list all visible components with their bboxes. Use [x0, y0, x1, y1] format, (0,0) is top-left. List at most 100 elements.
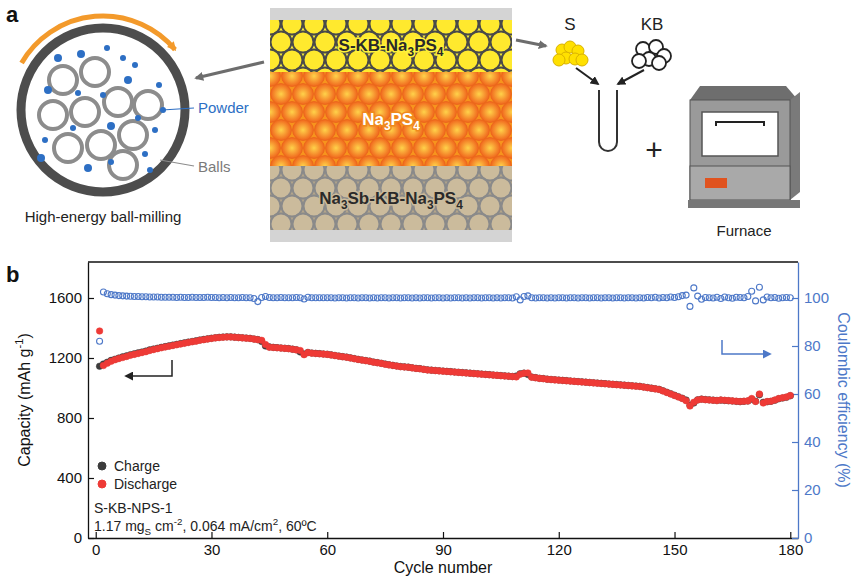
tick-label: 60 [319, 541, 336, 558]
figure: aPowderBallsHigh-energy ball-millingS-KB… [0, 0, 859, 578]
tick-label: 0 [74, 529, 82, 546]
powder-particle [124, 76, 132, 84]
tick: 180 [778, 532, 803, 558]
tick: 0 [92, 532, 100, 558]
series [96, 334, 793, 409]
label: Balls [198, 158, 231, 175]
open-point [683, 292, 689, 298]
tick: 60 [319, 532, 336, 558]
tick-label: 1200 [49, 349, 82, 366]
tick-mark [443, 532, 444, 538]
particle [315, 84, 336, 105]
text-run: 4 [413, 119, 420, 133]
tick-label: 30 [204, 541, 221, 558]
axis-line [88, 263, 89, 539]
point [96, 328, 103, 335]
panel-label: b [6, 262, 19, 287]
furnace-base [688, 200, 800, 208]
open-point [297, 295, 303, 301]
particle [447, 68, 468, 73]
powder-particle [132, 62, 138, 68]
open-point [687, 303, 693, 309]
particle [293, 120, 314, 141]
particle [403, 156, 424, 167]
particle [480, 102, 501, 123]
text-run: -2 [174, 516, 183, 527]
text-run: Na [362, 110, 384, 129]
tick: 0 [792, 529, 812, 546]
open-point [691, 285, 697, 291]
particle [315, 214, 336, 231]
particle [436, 102, 457, 123]
y-axis: 0 400 800 1200 1600 [49, 263, 94, 547]
tick: 100 [792, 289, 829, 306]
layer-ground [270, 72, 512, 166]
tick-mark [327, 532, 328, 538]
tick-label: 800 [57, 409, 82, 426]
open-point [787, 295, 793, 301]
particle [315, 120, 336, 141]
tick-mark [674, 532, 675, 538]
particle [469, 214, 490, 231]
layer-label: Na3Sb-KB-Na3PS4 [319, 189, 463, 212]
text-run: Coulombic efficiency (%) [835, 312, 852, 488]
tick-label: 400 [57, 469, 82, 486]
powder-particle [104, 45, 110, 51]
text-run: cm [151, 518, 174, 534]
open-point [714, 294, 720, 300]
powder-particle [75, 90, 81, 96]
particle [337, 68, 358, 73]
tick-label: 0 [804, 529, 812, 546]
series [96, 328, 793, 410]
particle [293, 84, 314, 105]
particle [293, 214, 314, 231]
powder-particle [135, 115, 141, 121]
particle [491, 120, 512, 141]
rotation-arrow [22, 16, 175, 63]
particle [491, 68, 512, 73]
furnace-chamber [702, 112, 778, 156]
point [787, 393, 794, 400]
ball [104, 88, 132, 116]
tick: 60 [792, 385, 821, 402]
open-point [301, 296, 307, 302]
particle [271, 120, 292, 141]
arrow [516, 40, 546, 46]
powder-particle [70, 125, 76, 131]
tick: 1600 [49, 289, 94, 306]
annotation: S-KB-NPS-1 [94, 500, 173, 516]
open-point [695, 293, 701, 299]
sulfur-particle [553, 54, 565, 66]
ball [39, 101, 67, 129]
particle [348, 138, 369, 159]
text-run: -1 [13, 339, 25, 349]
particle [425, 68, 446, 73]
particle [271, 156, 292, 167]
open-point [745, 294, 751, 300]
particle [469, 120, 490, 141]
tick-label: 120 [547, 541, 572, 558]
text-run: 1.17 mg [94, 518, 145, 534]
tick: 90 [435, 532, 452, 558]
marks [96, 284, 793, 409]
open-point [509, 295, 515, 301]
operator: + [645, 133, 663, 166]
furnace-body [690, 100, 790, 200]
open-point [749, 288, 755, 294]
tick-mark [88, 298, 94, 299]
particle [271, 68, 292, 73]
tick-label: 80 [804, 337, 821, 354]
open-point [513, 294, 519, 300]
particle [447, 84, 468, 105]
panel-label: a [6, 2, 19, 27]
powder-particle [100, 92, 106, 98]
open-point [741, 295, 747, 301]
tick-label: 20 [804, 481, 821, 498]
powder-particle [77, 50, 85, 58]
tick-mark [790, 532, 791, 538]
open-point [756, 284, 762, 290]
particle [282, 102, 303, 123]
tick-label: 1600 [49, 289, 82, 306]
tick: 40 [792, 433, 821, 450]
particle [359, 214, 380, 231]
